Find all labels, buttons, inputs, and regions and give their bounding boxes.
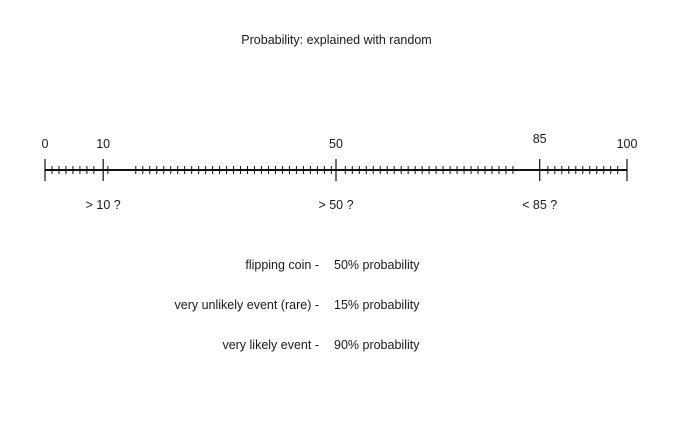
tick-label: 10 — [96, 137, 111, 151]
diagram-title: Probability: explained with random — [241, 33, 432, 47]
tick-label: 85 — [532, 132, 547, 146]
condition-label: < 85 ? — [522, 198, 558, 212]
example-probability: 90% probability — [334, 338, 420, 352]
tick-label: 100 — [616, 137, 638, 151]
example-event: very unlikely event (rare) - — [174, 298, 320, 312]
condition-label: > 50 ? — [318, 198, 354, 212]
tick-label: 0 — [41, 137, 49, 151]
example-event: flipping coin - — [245, 258, 319, 272]
example-probability: 50% probability — [334, 258, 420, 272]
tick-label: 50 — [329, 137, 343, 151]
example-probability: 15% probability — [334, 298, 420, 312]
condition-label: > 10 ? — [85, 198, 121, 212]
example-event: very likely event - — [222, 338, 319, 352]
